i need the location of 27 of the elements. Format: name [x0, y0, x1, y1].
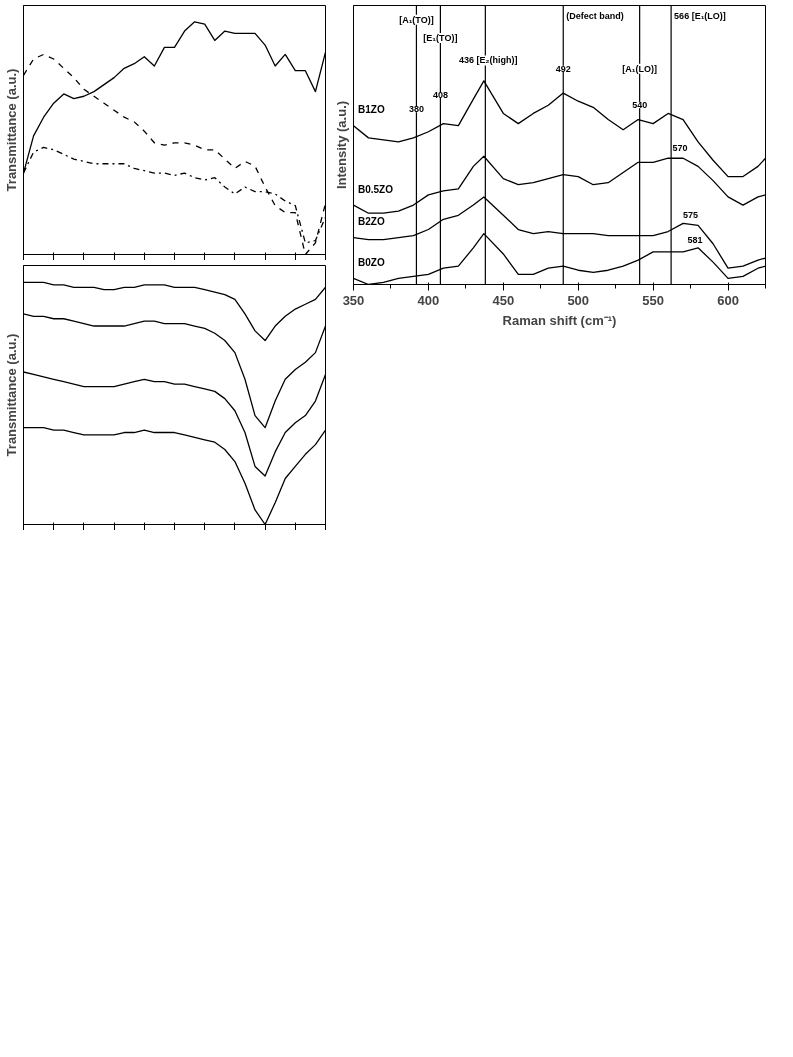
x-tick-label: 600 [717, 292, 739, 308]
annotation: 408 [432, 90, 448, 101]
x-tick-label: 450 [492, 292, 515, 308]
x-tick-label: 550 [642, 292, 664, 308]
x-axis-title: Raman shift (cm⁻¹) [502, 312, 617, 328]
x-tick-label: 400 [417, 292, 440, 308]
y-axis-title: Transmittance (a.u.) [3, 68, 19, 192]
annotation: 380 [408, 104, 424, 115]
series-label: B0ZO [357, 257, 385, 269]
ref-line-label: 566 [E₁(LO)] [674, 10, 726, 21]
annotation: 492 [555, 63, 571, 74]
annotation: [A₁(TO)] [399, 14, 434, 25]
annotation: 575 [683, 210, 699, 221]
ref-line-label: (Defect band) [566, 10, 624, 21]
y-axis-title: Transmittance (a.u.) [3, 333, 19, 457]
annotation: [E₁(TO)] [423, 33, 458, 44]
series-label: B2ZO [357, 216, 385, 228]
x-tick-label: 500 [567, 292, 590, 308]
y-axis-title: Intensity (a.u.) [333, 100, 349, 190]
annotation: [A₁(LO)] [622, 63, 658, 74]
annotation: 540 [632, 100, 648, 111]
series-label: B1ZO [357, 104, 385, 116]
annotation: 570 [672, 143, 688, 154]
annotation: 581 [687, 234, 703, 245]
annotation: 436 [E₂(high)] [459, 55, 518, 66]
x-tick-label: 350 [342, 292, 365, 308]
series-label: B0.5ZO [357, 183, 394, 195]
